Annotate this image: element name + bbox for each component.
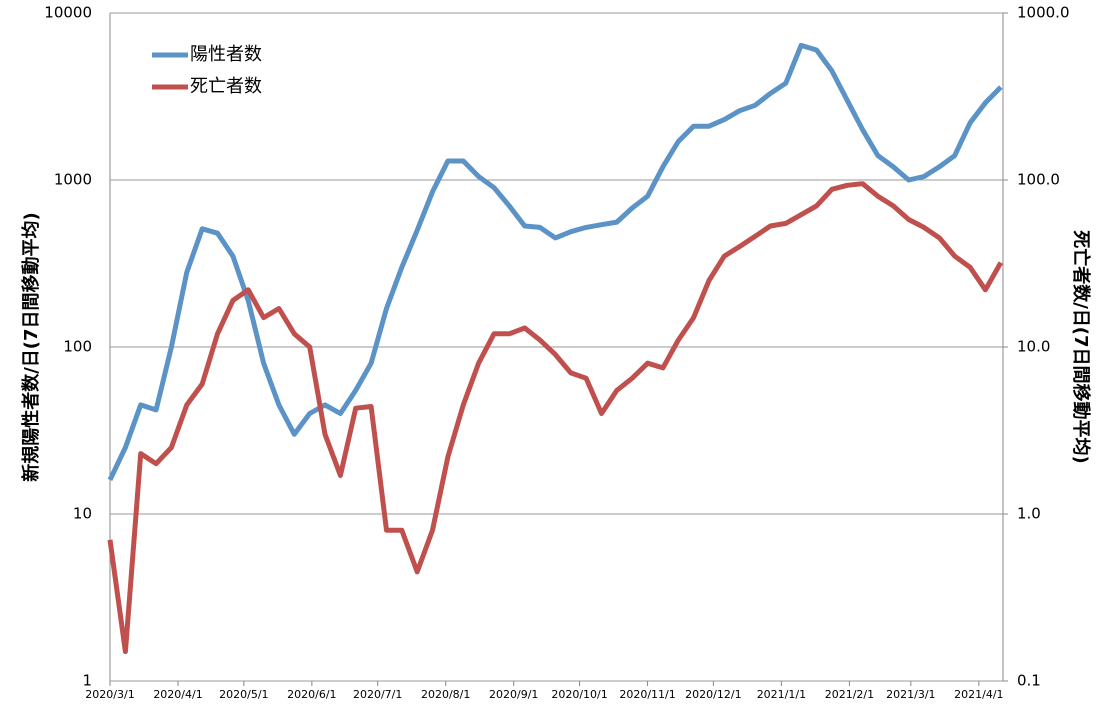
- x-tick-label: 2020/7/1: [353, 688, 402, 701]
- x-tick-label: 2020/6/1: [287, 688, 336, 701]
- series-line: [107, 42, 1003, 481]
- y-tick-label: 1: [82, 672, 92, 690]
- y2-tick-label: 100.0: [1017, 171, 1060, 189]
- legend-label: 死亡者数: [190, 76, 262, 97]
- x-tick-label: 2020/5/1: [219, 688, 268, 701]
- y2-tick-label: 0.1: [1017, 672, 1041, 690]
- y-axis-label: 新規陽性者数/日(7日間移動平均): [20, 212, 42, 482]
- y2-axis-label: 死亡者数/日(7日間移動平均): [1070, 230, 1092, 464]
- x-tick-label: 2020/11/1: [619, 688, 675, 701]
- y2-tick-label: 1.0: [1017, 505, 1041, 523]
- y-tick-label: 100: [63, 338, 92, 356]
- legend-label: 陽性者数: [190, 44, 262, 65]
- x-tick-label: 2020/3/1: [85, 688, 134, 701]
- x-tick-label: 2020/4/1: [153, 688, 202, 701]
- x-tick-label: 2021/3/1: [886, 688, 935, 701]
- x-tick-label: 2020/9/1: [489, 688, 538, 701]
- x-tick-label: 2021/4/1: [954, 688, 1003, 701]
- x-tick-label: 2020/8/1: [421, 688, 470, 701]
- x-tick-label: 2021/1/1: [757, 688, 806, 701]
- y2-tick-label: 10.0: [1017, 338, 1050, 356]
- y2-tick-label: 1000.0: [1017, 4, 1070, 22]
- y-tick-label: 10: [73, 505, 92, 523]
- x-tick-label: 2020/10/1: [551, 688, 607, 701]
- x-tick-label: 2021/2/1: [825, 688, 874, 701]
- series-line: [107, 181, 1003, 655]
- y-tick-label: 10000: [44, 4, 92, 22]
- y-tick-label: 1000: [54, 171, 92, 189]
- x-tick-label: 2020/12/1: [685, 688, 741, 701]
